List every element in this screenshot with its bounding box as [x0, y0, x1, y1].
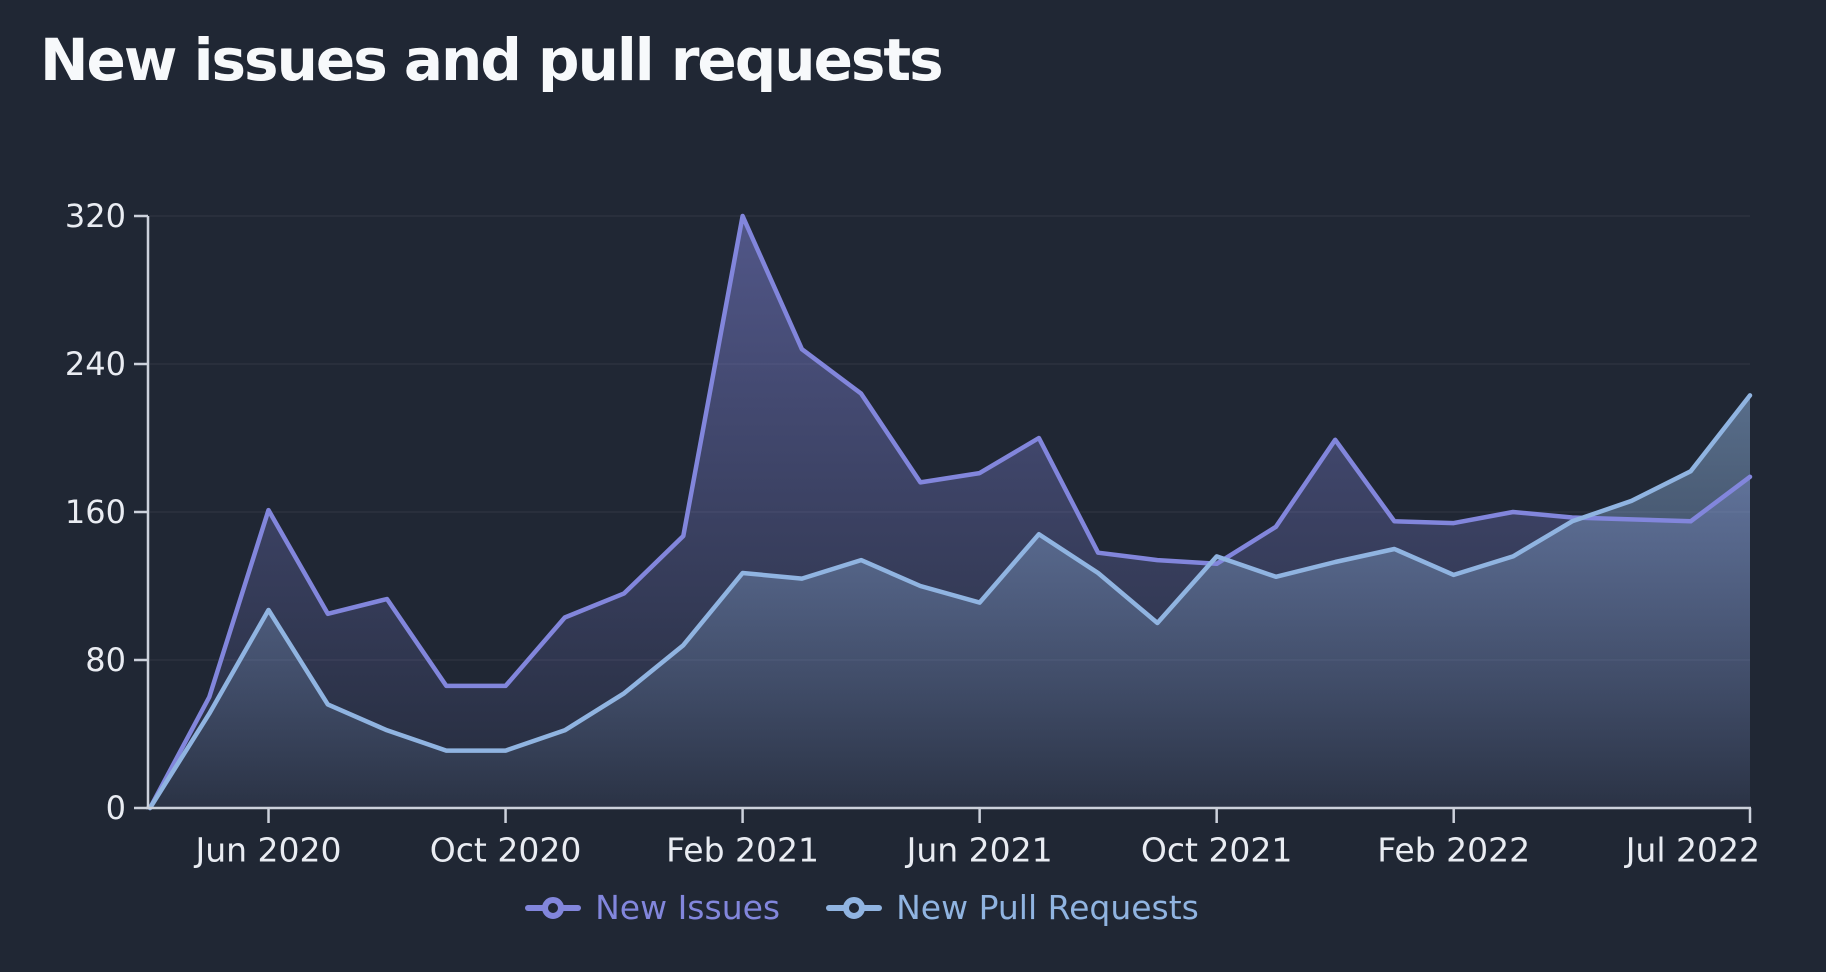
new-pull-requests-area [150, 395, 1750, 808]
legend-label: New Pull Requests [896, 888, 1199, 927]
issues-prs-chart[interactable]: 0 80 160 240 320 Jun 2020 Oct 2020 Feb 2021 Jun … [0, 0, 1826, 880]
x-axis-label: Oct 2020 [430, 831, 582, 870]
chart-legend: New Issues New Pull Requests [0, 888, 1775, 927]
legend-item-new-issues[interactable]: New Issues [525, 888, 780, 927]
new-issues-line [147, 213, 1753, 811]
x-axis-label: Jul 2022 [1624, 831, 1760, 870]
chart-title: New issues and pull requests [40, 26, 944, 94]
y-axis-label: 320 [65, 197, 126, 235]
line-marker-icon [525, 896, 582, 919]
legend-label: New Issues [595, 888, 781, 927]
x-axis-label: Jun 2020 [193, 831, 341, 870]
axes: 0 80 160 240 320 Jun 2020 Oct 2020 Feb 2021 Jun … [65, 197, 1760, 870]
y-axis-label: 80 [85, 641, 126, 679]
x-axis-label: Feb 2021 [666, 831, 819, 870]
legend-item-new-pull-requests[interactable]: New Pull Requests [826, 888, 1199, 927]
y-axis-label: 240 [65, 345, 126, 383]
x-axis-label: Oct 2021 [1141, 831, 1293, 870]
y-axis-label: 160 [65, 493, 126, 531]
line-marker-icon [826, 896, 883, 919]
x-axis-label: Feb 2022 [1377, 831, 1530, 870]
new-pull-requests-line [147, 393, 1753, 811]
x-axis-label: Jun 2021 [905, 831, 1053, 870]
y-axis-label: 0 [106, 789, 126, 827]
